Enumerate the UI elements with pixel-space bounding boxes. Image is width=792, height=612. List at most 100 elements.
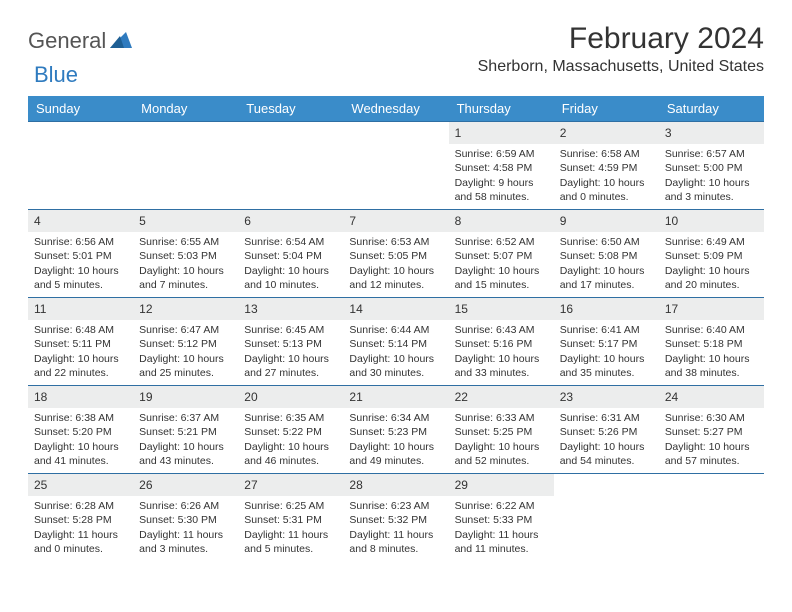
day-line: and 0 minutes.: [560, 190, 653, 204]
day-body: Sunrise: 6:57 AMSunset: 5:00 PMDaylight:…: [659, 144, 764, 208]
day-line: Daylight: 10 hours: [349, 352, 442, 366]
day-line: and 17 minutes.: [560, 278, 653, 292]
day-number: 8: [449, 210, 554, 232]
calendar-table: SundayMondayTuesdayWednesdayThursdayFrid…: [28, 96, 764, 562]
day-number: 3: [659, 122, 764, 144]
calendar-cell: 23Sunrise: 6:31 AMSunset: 5:26 PMDayligh…: [554, 386, 659, 474]
day-line: Daylight: 10 hours: [560, 440, 653, 454]
day-line: Sunset: 5:14 PM: [349, 337, 442, 351]
day-line: Sunset: 5:30 PM: [139, 513, 232, 527]
day-line: Sunrise: 6:25 AM: [244, 499, 337, 513]
day-line: Sunset: 5:23 PM: [349, 425, 442, 439]
day-number: 13: [238, 298, 343, 320]
day-line: Sunset: 5:00 PM: [665, 161, 758, 175]
day-line: Sunrise: 6:56 AM: [34, 235, 127, 249]
day-body: [343, 144, 448, 151]
day-line: Sunrise: 6:58 AM: [560, 147, 653, 161]
day-line: Sunrise: 6:35 AM: [244, 411, 337, 425]
day-line: Daylight: 10 hours: [665, 176, 758, 190]
day-number: 15: [449, 298, 554, 320]
day-number: 24: [659, 386, 764, 408]
calendar-cell: 1Sunrise: 6:59 AMSunset: 4:58 PMDaylight…: [449, 122, 554, 210]
month-title: February 2024: [478, 22, 764, 56]
day-line: Sunset: 5:12 PM: [139, 337, 232, 351]
day-line: Daylight: 10 hours: [139, 352, 232, 366]
day-number: 21: [343, 386, 448, 408]
day-body: [28, 144, 133, 151]
day-line: Sunset: 5:09 PM: [665, 249, 758, 263]
weekday-header: Sunday: [28, 96, 133, 122]
calendar-cell: 15Sunrise: 6:43 AMSunset: 5:16 PMDayligh…: [449, 298, 554, 386]
day-line: Sunset: 5:03 PM: [139, 249, 232, 263]
day-line: and 27 minutes.: [244, 366, 337, 380]
calendar-cell: 18Sunrise: 6:38 AMSunset: 5:20 PMDayligh…: [28, 386, 133, 474]
calendar-cell: 24Sunrise: 6:30 AMSunset: 5:27 PMDayligh…: [659, 386, 764, 474]
day-body: Sunrise: 6:48 AMSunset: 5:11 PMDaylight:…: [28, 320, 133, 384]
calendar-row: 25Sunrise: 6:28 AMSunset: 5:28 PMDayligh…: [28, 474, 764, 562]
day-line: and 25 minutes.: [139, 366, 232, 380]
day-number: 22: [449, 386, 554, 408]
weekday-header: Tuesday: [238, 96, 343, 122]
day-line: Sunset: 4:58 PM: [455, 161, 548, 175]
day-line: Daylight: 10 hours: [34, 440, 127, 454]
day-body: Sunrise: 6:31 AMSunset: 5:26 PMDaylight:…: [554, 408, 659, 472]
day-line: Sunrise: 6:26 AM: [139, 499, 232, 513]
day-line: and 22 minutes.: [34, 366, 127, 380]
day-number: 17: [659, 298, 764, 320]
day-body: Sunrise: 6:23 AMSunset: 5:32 PMDaylight:…: [343, 496, 448, 560]
day-body: Sunrise: 6:37 AMSunset: 5:21 PMDaylight:…: [133, 408, 238, 472]
calendar-cell: 6Sunrise: 6:54 AMSunset: 5:04 PMDaylight…: [238, 210, 343, 298]
day-line: and 11 minutes.: [455, 542, 548, 556]
calendar-cell: [133, 122, 238, 210]
day-body: Sunrise: 6:45 AMSunset: 5:13 PMDaylight:…: [238, 320, 343, 384]
day-line: Sunrise: 6:53 AM: [349, 235, 442, 249]
calendar-cell: 14Sunrise: 6:44 AMSunset: 5:14 PMDayligh…: [343, 298, 448, 386]
weekday-header: Saturday: [659, 96, 764, 122]
day-line: Sunrise: 6:40 AM: [665, 323, 758, 337]
day-line: Sunset: 5:21 PM: [139, 425, 232, 439]
day-line: Daylight: 10 hours: [349, 264, 442, 278]
day-body: Sunrise: 6:40 AMSunset: 5:18 PMDaylight:…: [659, 320, 764, 384]
day-body: Sunrise: 6:44 AMSunset: 5:14 PMDaylight:…: [343, 320, 448, 384]
day-line: Sunset: 5:28 PM: [34, 513, 127, 527]
day-body: Sunrise: 6:41 AMSunset: 5:17 PMDaylight:…: [554, 320, 659, 384]
calendar-cell: [28, 122, 133, 210]
day-line: and 57 minutes.: [665, 454, 758, 468]
day-body: Sunrise: 6:35 AMSunset: 5:22 PMDaylight:…: [238, 408, 343, 472]
calendar-cell: 12Sunrise: 6:47 AMSunset: 5:12 PMDayligh…: [133, 298, 238, 386]
day-line: Daylight: 11 hours: [349, 528, 442, 542]
day-body: Sunrise: 6:56 AMSunset: 5:01 PMDaylight:…: [28, 232, 133, 296]
day-line: Sunset: 5:04 PM: [244, 249, 337, 263]
day-number: [554, 474, 659, 496]
day-number: 2: [554, 122, 659, 144]
day-line: Daylight: 10 hours: [455, 440, 548, 454]
day-line: Daylight: 10 hours: [34, 352, 127, 366]
day-number: 10: [659, 210, 764, 232]
calendar-cell: 17Sunrise: 6:40 AMSunset: 5:18 PMDayligh…: [659, 298, 764, 386]
day-body: Sunrise: 6:38 AMSunset: 5:20 PMDaylight:…: [28, 408, 133, 472]
day-line: and 5 minutes.: [244, 542, 337, 556]
day-line: Sunset: 5:33 PM: [455, 513, 548, 527]
day-line: Sunrise: 6:31 AM: [560, 411, 653, 425]
day-number: [238, 122, 343, 144]
day-line: Sunset: 5:31 PM: [244, 513, 337, 527]
day-line: and 8 minutes.: [349, 542, 442, 556]
day-number: 9: [554, 210, 659, 232]
calendar-head: SundayMondayTuesdayWednesdayThursdayFrid…: [28, 96, 764, 122]
day-line: Sunrise: 6:59 AM: [455, 147, 548, 161]
day-line: Daylight: 10 hours: [139, 264, 232, 278]
calendar-cell: [238, 122, 343, 210]
day-body: Sunrise: 6:58 AMSunset: 4:59 PMDaylight:…: [554, 144, 659, 208]
day-line: Daylight: 10 hours: [244, 264, 337, 278]
day-line: and 52 minutes.: [455, 454, 548, 468]
weekday-header: Monday: [133, 96, 238, 122]
calendar-cell: 25Sunrise: 6:28 AMSunset: 5:28 PMDayligh…: [28, 474, 133, 562]
day-line: Daylight: 10 hours: [560, 352, 653, 366]
calendar-cell: [659, 474, 764, 562]
day-line: and 0 minutes.: [34, 542, 127, 556]
day-line: and 12 minutes.: [349, 278, 442, 292]
day-line: Sunrise: 6:28 AM: [34, 499, 127, 513]
day-line: Sunrise: 6:22 AM: [455, 499, 548, 513]
calendar-cell: 10Sunrise: 6:49 AMSunset: 5:09 PMDayligh…: [659, 210, 764, 298]
day-body: Sunrise: 6:50 AMSunset: 5:08 PMDaylight:…: [554, 232, 659, 296]
